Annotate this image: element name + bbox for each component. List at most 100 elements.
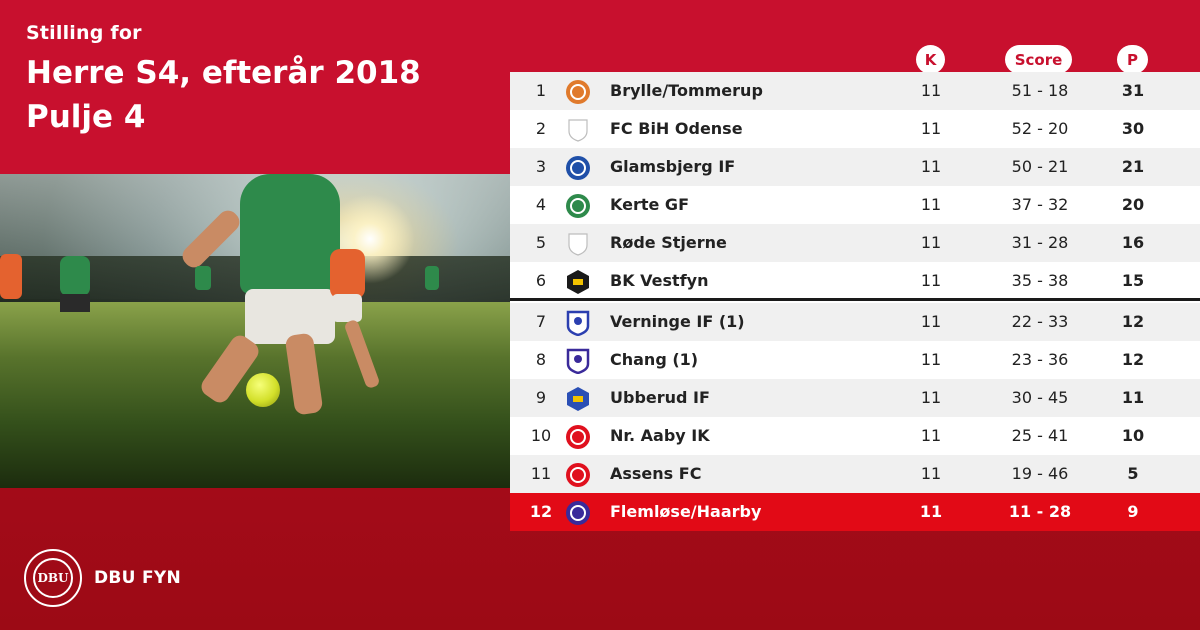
table-row: 12 Flemløse/Haarby 11 11 - 28 9 xyxy=(510,493,1200,531)
matches-played: 11 xyxy=(920,157,942,176)
team-badge-shape xyxy=(566,463,590,487)
points: 15 xyxy=(1121,271,1145,290)
matches-played: 11 xyxy=(920,81,942,100)
goal-score: 52 - 20 xyxy=(1011,119,1069,138)
team-badge-icon xyxy=(565,269,591,295)
row-position: 3 xyxy=(535,157,547,176)
row-position: 11 xyxy=(530,464,552,483)
team-badge-shape xyxy=(566,348,590,374)
player-bg-3 xyxy=(195,266,211,290)
points: 21 xyxy=(1121,157,1145,176)
table-row: 1 Brylle/Tommerup 11 51 - 18 31 xyxy=(510,72,1200,110)
playoff-divider xyxy=(510,298,1200,301)
row-position: 7 xyxy=(535,312,547,331)
matches-played: 11 xyxy=(920,271,942,290)
player-bg-1 xyxy=(60,256,90,296)
title-pool: Pulje 4 xyxy=(26,99,146,135)
title-division: Herre S4, efterår 2018 xyxy=(26,55,421,91)
goal-score: 22 - 33 xyxy=(1011,312,1069,331)
table-row: 2 FC BiH Odense 11 52 - 20 30 xyxy=(510,110,1200,148)
player-opponent-shorts xyxy=(332,294,362,322)
team-badge-icon xyxy=(565,155,591,181)
team-name: BK Vestfyn xyxy=(610,271,709,290)
team-name: Nr. Aaby IK xyxy=(610,426,710,445)
team-badge-shape xyxy=(566,425,590,449)
brand-name: DBU FYN xyxy=(94,568,182,588)
team-badge-icon xyxy=(565,117,591,143)
matches-played: 11 xyxy=(920,233,942,252)
team-badge-shape xyxy=(566,156,590,180)
brand-logo-block: DBU DBU FYN xyxy=(24,549,181,607)
points: 5 xyxy=(1127,464,1139,483)
team-badge-shape xyxy=(566,194,590,218)
points: 12 xyxy=(1121,350,1145,369)
football-ball xyxy=(246,373,280,407)
table-row: 7 Verninge IF (1) 11 22 - 33 12 xyxy=(510,303,1200,341)
team-badge-shape xyxy=(568,233,588,256)
goal-score: 19 - 46 xyxy=(1011,464,1069,483)
table-row: 5 Røde Stjerne 11 31 - 28 16 xyxy=(510,224,1200,262)
column-header-p: P xyxy=(1117,45,1148,74)
row-position: 10 xyxy=(530,426,552,445)
matches-played: 11 xyxy=(919,502,943,521)
matches-played: 11 xyxy=(920,195,942,214)
points: 12 xyxy=(1121,312,1145,331)
dbu-emblem-inner: DBU xyxy=(33,558,73,598)
goal-score: 30 - 45 xyxy=(1011,388,1069,407)
table-row: 10 Nr. Aaby IK 11 25 - 41 10 xyxy=(510,417,1200,455)
table-row: 3 Glamsbjerg IF 11 50 - 21 21 xyxy=(510,148,1200,186)
table-row: 9 Ubberud IF 11 30 - 45 11 xyxy=(510,379,1200,417)
team-name: Verninge IF (1) xyxy=(610,312,745,331)
goal-score: 11 - 28 xyxy=(1008,502,1072,521)
team-badge-icon xyxy=(565,310,591,336)
matches-played: 11 xyxy=(920,388,942,407)
matches-played: 11 xyxy=(920,350,942,369)
team-badge-icon xyxy=(565,386,591,412)
row-position: 5 xyxy=(535,233,547,252)
table-row: 6 BK Vestfyn 11 35 - 38 15 xyxy=(510,262,1200,300)
goal-score: 37 - 32 xyxy=(1011,195,1069,214)
points: 9 xyxy=(1127,502,1139,521)
goal-score: 25 - 41 xyxy=(1011,426,1069,445)
standings-table: 1 Brylle/Tommerup 11 51 - 18 31 2 FC BiH Odens… xyxy=(510,72,1200,531)
row-position: 12 xyxy=(529,502,553,521)
team-name: Røde Stjerne xyxy=(610,233,727,252)
player-bg-1-shorts xyxy=(60,294,90,312)
row-position: 1 xyxy=(535,81,547,100)
player-bg-2 xyxy=(0,254,22,299)
team-name: FC BiH Odense xyxy=(610,119,743,138)
player-bg-4 xyxy=(425,266,439,290)
table-row: 11 Assens FC 11 19 - 46 5 xyxy=(510,455,1200,493)
matches-played: 11 xyxy=(920,464,942,483)
row-position: 6 xyxy=(535,271,547,290)
row-position: 8 xyxy=(535,350,547,369)
goal-score: 23 - 36 xyxy=(1011,350,1069,369)
team-badge-icon xyxy=(565,231,591,257)
team-badge-icon xyxy=(565,79,591,105)
team-badge-icon xyxy=(565,193,591,219)
team-name: Flemløse/Haarby xyxy=(610,502,762,521)
team-name: Glamsbjerg IF xyxy=(610,157,736,176)
title-label: Stilling for xyxy=(26,22,142,44)
row-position: 9 xyxy=(535,388,547,407)
goal-score: 51 - 18 xyxy=(1011,81,1069,100)
points: 11 xyxy=(1121,388,1145,407)
dbu-emblem-icon: DBU xyxy=(24,549,82,607)
title-block: Stilling for Herre S4, efterår 2018 Pulj… xyxy=(26,22,421,136)
team-badge-icon xyxy=(565,500,591,526)
points: 31 xyxy=(1121,81,1145,100)
column-header-k: K xyxy=(916,45,945,74)
team-badge-shape xyxy=(567,270,589,294)
team-badge-shape xyxy=(568,119,588,142)
player-main-shirt xyxy=(240,174,340,294)
matches-played: 11 xyxy=(920,119,942,138)
matches-played: 11 xyxy=(920,426,942,445)
goal-score: 50 - 21 xyxy=(1011,157,1069,176)
team-badge-shape xyxy=(566,501,590,525)
row-position: 4 xyxy=(535,195,547,214)
team-badge-shape xyxy=(566,310,590,336)
points: 16 xyxy=(1121,233,1145,252)
goal-score: 35 - 38 xyxy=(1011,271,1069,290)
points: 10 xyxy=(1121,426,1145,445)
player-main-shorts xyxy=(245,289,335,344)
